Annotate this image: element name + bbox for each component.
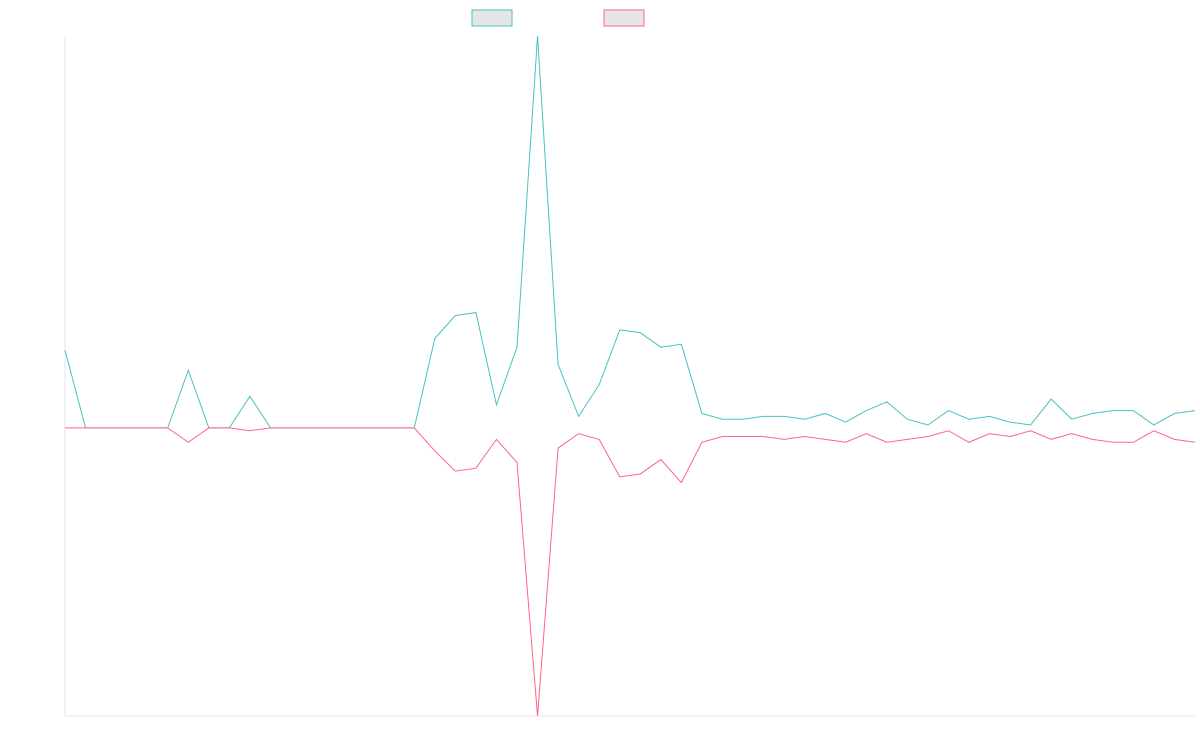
legend-swatch-2: [603, 9, 645, 27]
series-line-2: [65, 427, 1196, 717]
legend: [471, 9, 645, 27]
series-layer: [64, 35, 1196, 717]
axes: [64, 36, 1195, 717]
legend-swatch-1: [471, 9, 513, 27]
series-line-1: [64, 35, 1196, 429]
